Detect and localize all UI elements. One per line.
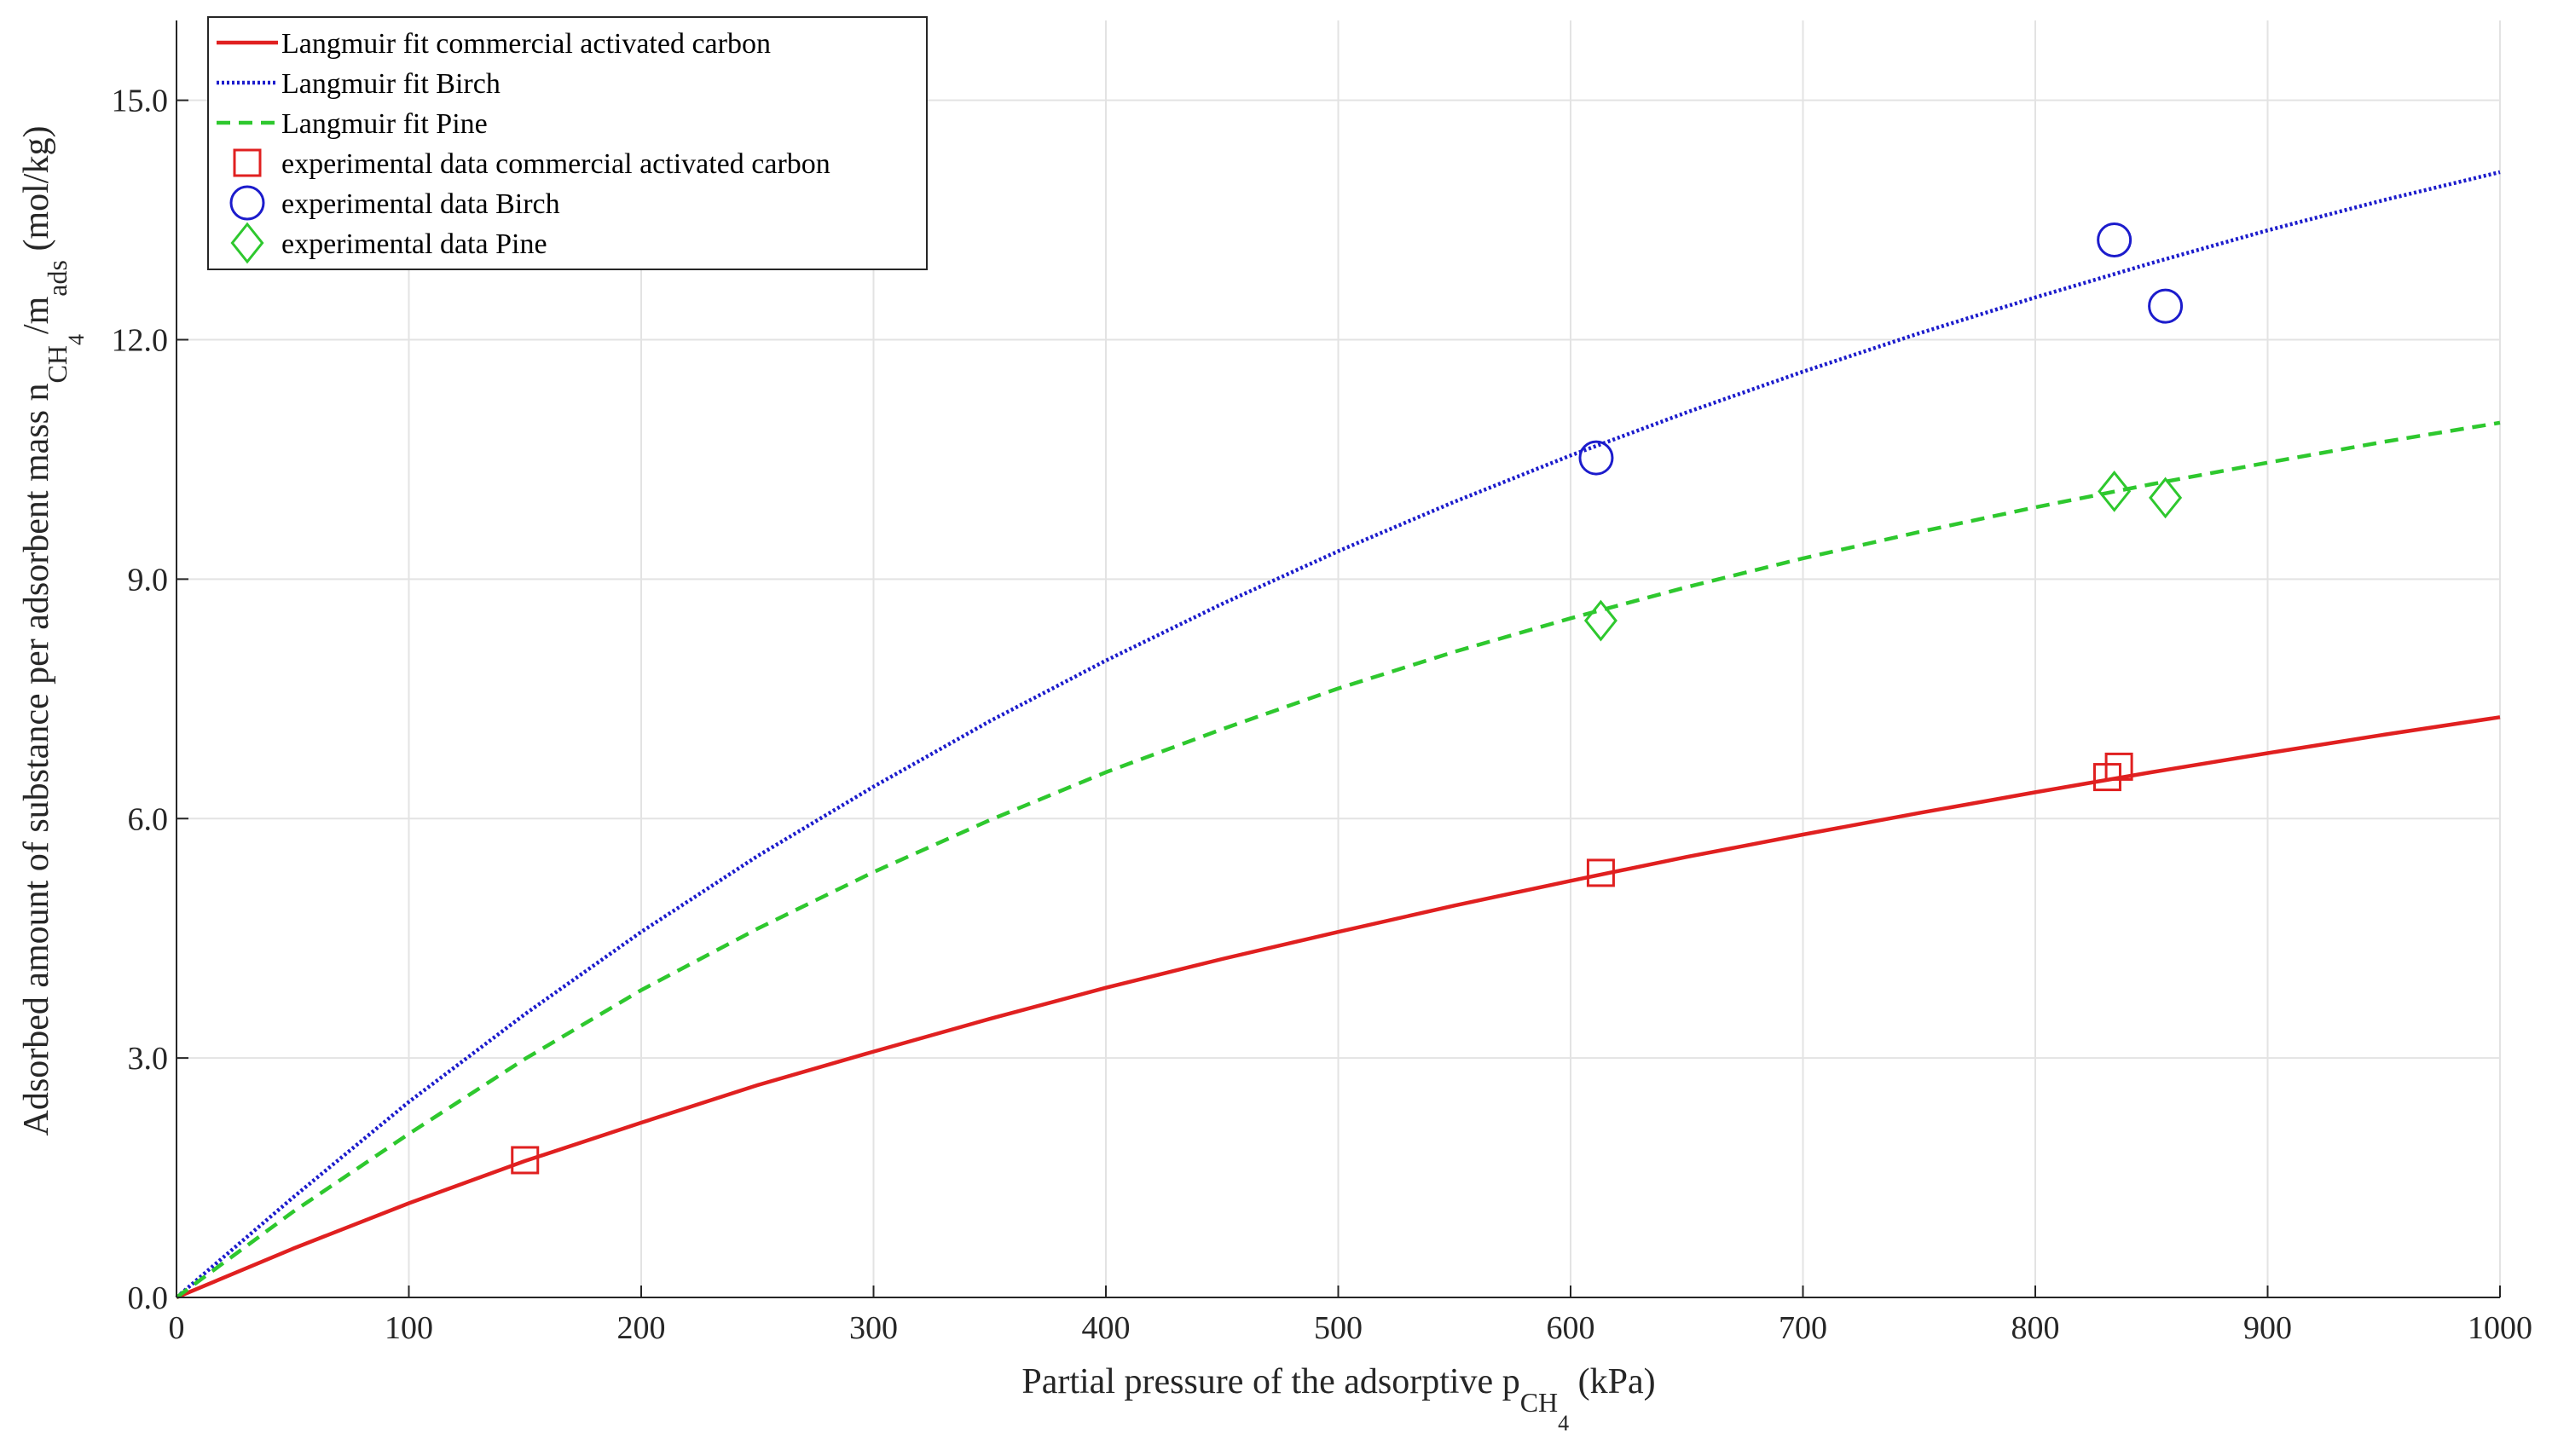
x-tick-label: 500 [1314, 1310, 1363, 1346]
axis-labels: Partial pressure of the adsorptive pCH4 … [17, 126, 1656, 1436]
x-axis-label-subsub: 4 [1558, 1411, 1569, 1436]
x-tick-label: 700 [1779, 1310, 1827, 1346]
legend-entry-label[interactable]: Langmuir fit Birch [281, 68, 501, 100]
y-tick-label: 12.0 [112, 323, 169, 359]
x-tick-label: 600 [1547, 1310, 1595, 1346]
data-point [1586, 858, 1615, 887]
y-tick-label: 6.0 [128, 801, 169, 837]
data-point [2149, 477, 2183, 519]
x-tick-label: 1000 [2468, 1310, 2532, 1346]
y-axis-label: Adsorbed amount of substance per adsorbe… [17, 126, 89, 1136]
legend[interactable]: Langmuir fit commercial activated carbon… [207, 16, 928, 270]
axes: 0 100 200 300 400 500 600 700 800 900 1000 0.0 3.0 6.… [112, 20, 2532, 1346]
data-point [1583, 599, 1617, 642]
y-tick-label: 0.0 [128, 1280, 169, 1316]
data-point [1578, 440, 1614, 476]
x-axis-label: Partial pressure of the adsorptive pCH4 … [1021, 1362, 1655, 1436]
data-point [2097, 222, 2132, 257]
y-tick-label: 15.0 [112, 84, 169, 119]
y-axis-label-main: Adsorbed amount of substance per adsorbe… [17, 383, 56, 1135]
x-tick-label: 100 [385, 1310, 433, 1346]
x-tick-label: 0 [169, 1310, 185, 1346]
x-tick-label: 300 [849, 1310, 898, 1346]
plot-series [175, 170, 2501, 1300]
y-axis-label-subsub: 4 [64, 334, 89, 345]
x-axis-label-unit: (kPa) [1569, 1362, 1655, 1401]
x-tick-label: 200 [617, 1310, 666, 1346]
series-line [175, 170, 2501, 1299]
y-axis-label-sub: CH [42, 345, 72, 383]
legend-swatch-marker [230, 222, 264, 264]
x-tick-label: 900 [2243, 1310, 2292, 1346]
legend-entry-label[interactable]: experimental data Birch [281, 188, 560, 220]
y-tick-label: 9.0 [128, 562, 169, 598]
data-point [2104, 752, 2133, 781]
x-tick-label: 800 [2011, 1310, 2060, 1346]
y-axis-label-sub2: ads [42, 260, 72, 297]
legend-entry-label[interactable]: experimental data commercial activated c… [281, 148, 830, 180]
x-axis-label-sub: CH [1520, 1387, 1558, 1418]
legend-swatch-marker [229, 185, 265, 221]
data-point [2098, 470, 2132, 512]
y-tick-label: 3.0 [128, 1041, 169, 1077]
legend-entry-label[interactable]: experimental data Pine [281, 228, 547, 260]
legend-swatch-marker [233, 148, 262, 177]
legend-box [207, 16, 928, 270]
x-axis-label-main: Partial pressure of the adsorptive p [1021, 1362, 1519, 1401]
data-point [2148, 288, 2184, 324]
data-point [511, 1146, 540, 1175]
x-tick-label: 400 [1082, 1310, 1131, 1346]
y-axis-label-unit: (mol/kg) [17, 126, 56, 260]
y-axis-label-slash: /m [17, 296, 56, 334]
series-line [175, 420, 2501, 1299]
legend-entry-label[interactable]: Langmuir fit commercial activated carbon [281, 28, 771, 60]
legend-entry-label[interactable]: Langmuir fit Pine [281, 108, 488, 140]
